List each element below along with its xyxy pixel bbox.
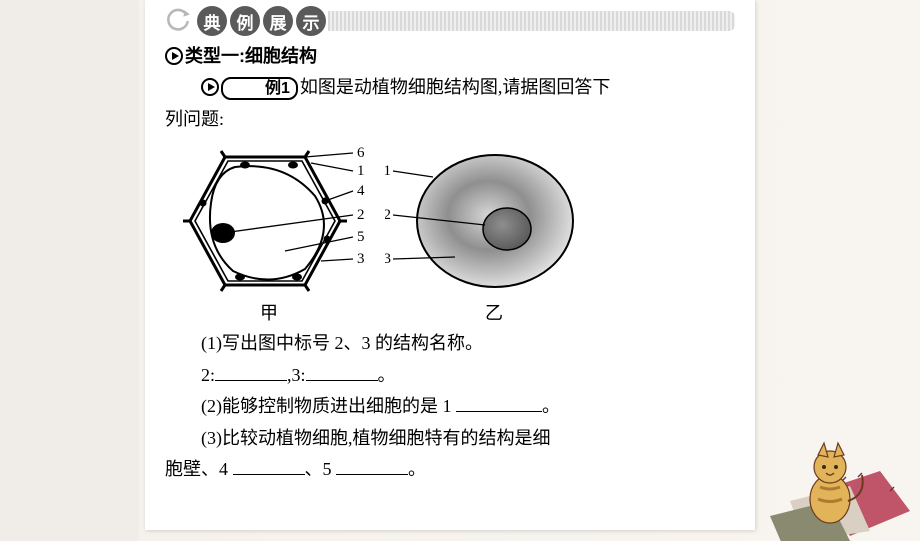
- category-line: 类型一:细胞结构: [165, 42, 735, 68]
- blank-2[interactable]: [215, 362, 287, 381]
- diagram-row: 6 1 4 2 5 3 甲: [175, 141, 735, 326]
- plant-cell-diagram: 6 1 4 2 5 3 甲: [175, 141, 375, 326]
- category-prefix: 类型一: [185, 46, 239, 66]
- q3-mid: 、5: [305, 459, 332, 479]
- leader-4: 4: [357, 183, 365, 199]
- lead-text-a: 如图是动植物细胞结构图,请据图回答下: [300, 77, 611, 97]
- animal-cell-diagram: 1 2 3 乙: [385, 141, 595, 326]
- leader-5: 5: [357, 229, 365, 245]
- header-char: 典: [197, 6, 227, 36]
- q3-end: 。: [408, 459, 426, 479]
- play-icon: [201, 78, 219, 96]
- example-badge: 例1: [221, 77, 298, 100]
- leader-2: 2: [357, 207, 365, 223]
- label-yi: 乙: [485, 303, 503, 323]
- q1-sep: ,3:: [287, 365, 306, 385]
- questions-block: (1)写出图中标号 2、3 的结构名称。 2: ,3: 。 (2)能够控制物质进出细…: [165, 328, 735, 486]
- q3b: 胞壁、4 、5 。: [165, 454, 735, 486]
- header-title: 典 例 展 示: [197, 6, 326, 36]
- leader-1: 1: [357, 163, 365, 179]
- blank-3[interactable]: [306, 362, 378, 381]
- leader-3b: 3: [385, 251, 391, 267]
- q3a: (3)比较动植物细胞,植物细胞特有的结构是细: [165, 423, 735, 455]
- blank-5[interactable]: [336, 456, 408, 475]
- lead-text-b: 列问题:: [165, 104, 735, 136]
- q2-end: 。: [542, 396, 560, 416]
- q1-label-2: 2:: [201, 365, 215, 385]
- play-icon: [165, 47, 183, 65]
- q1: (1)写出图中标号 2、3 的结构名称。: [165, 328, 735, 360]
- leader-6: 6: [357, 145, 365, 161]
- header-stripe: [328, 11, 735, 31]
- blank-q2[interactable]: [456, 393, 542, 412]
- refresh-icon: [165, 8, 191, 34]
- q3-pre: 胞壁、4: [165, 459, 228, 479]
- label-jia: 甲: [260, 303, 278, 323]
- leader-2b: 2: [385, 207, 391, 223]
- blank-4[interactable]: [233, 456, 305, 475]
- worksheet-page: 典 例 展 示 类型一:细胞结构 例1如图是动植物细胞结构图,请据图回答下 列问…: [145, 0, 755, 530]
- header-row: 典 例 展 示: [165, 6, 735, 36]
- q2-text: (2)能够控制物质进出细胞的是 1: [201, 396, 452, 416]
- corner-decoration: [740, 411, 920, 541]
- q1-end: 。: [378, 365, 396, 385]
- leader-3: 3: [357, 251, 365, 267]
- example-lead: 例1如图是动植物细胞结构图,请据图回答下 列问题:: [165, 72, 735, 135]
- category-title: 细胞结构: [245, 46, 317, 66]
- leader-1b: 1: [385, 163, 391, 179]
- header-char: 示: [296, 6, 326, 36]
- q1-fill: 2: ,3: 。: [165, 360, 735, 392]
- header-char: 例: [230, 6, 260, 36]
- header-char: 展: [263, 6, 293, 36]
- q2: (2)能够控制物质进出细胞的是 1 。: [165, 391, 735, 423]
